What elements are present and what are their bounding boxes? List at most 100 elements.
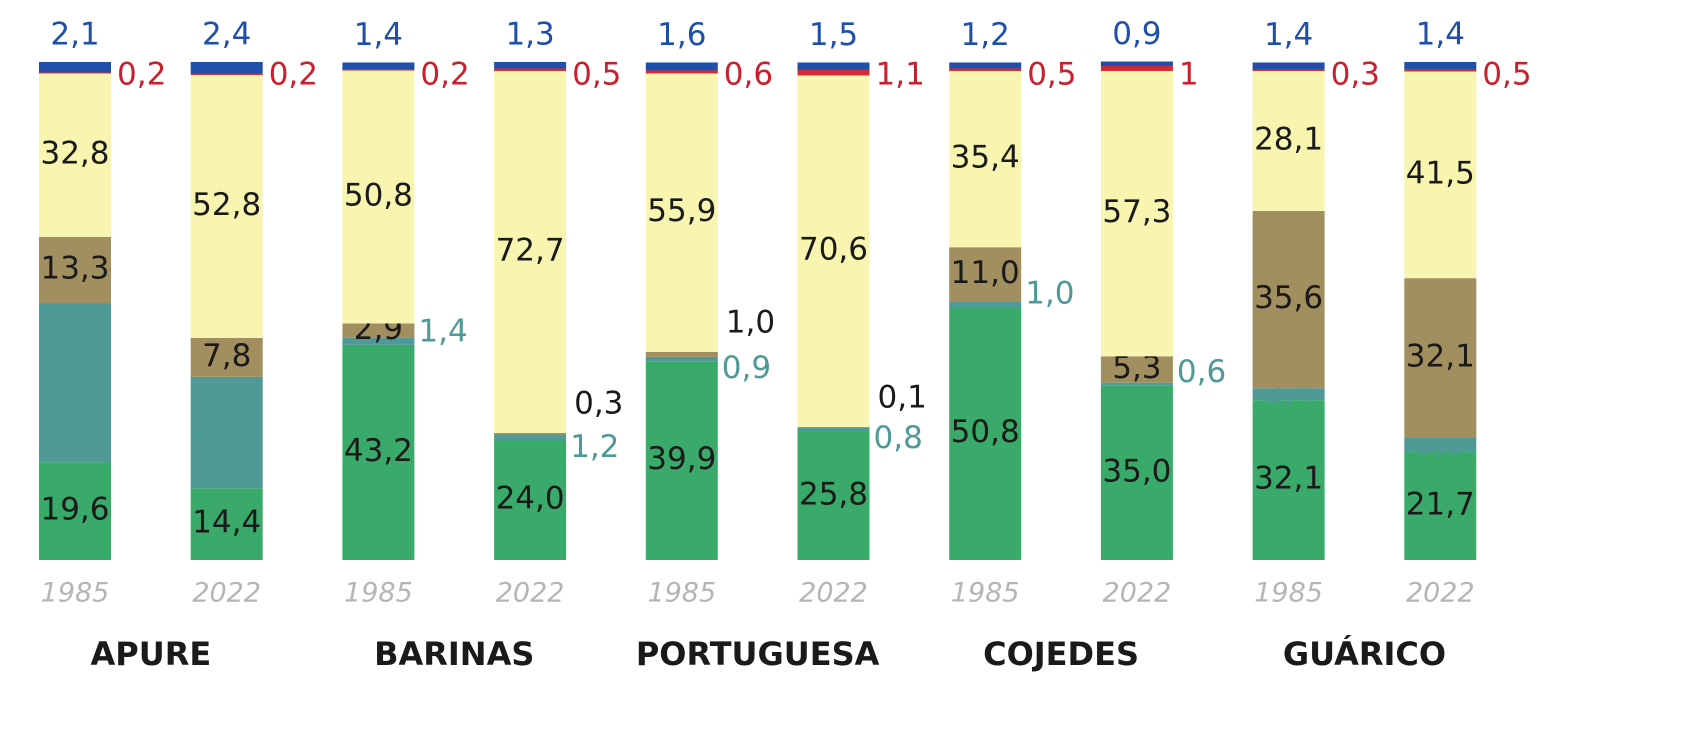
value-label: 19,6 (40, 492, 109, 528)
value-label: 22,4 (192, 413, 261, 449)
bar-segment (494, 433, 567, 435)
bar-segment (39, 303, 111, 463)
value-label: 32,0 (40, 363, 109, 399)
x-tick-label: 1985 (344, 578, 413, 609)
bar-segment (494, 70, 567, 434)
value-label: 0,6 (724, 57, 773, 93)
value-label: 7,8 (202, 338, 251, 374)
bar-segment (1100, 61, 1173, 66)
bar-segment (1252, 388, 1325, 401)
value-label: 24,0 (496, 481, 565, 517)
value-label: 72,7 (496, 232, 565, 268)
bar-segment (190, 73, 263, 75)
value-label: 1,1 (876, 57, 925, 93)
value-label: 1,3 (505, 17, 554, 53)
x-tick-label: 2022 (799, 578, 868, 609)
bar-segment (1404, 68, 1477, 72)
bar-segment (342, 323, 415, 338)
value-label: 11,0 (951, 255, 1020, 291)
value-label: 21,7 (1406, 486, 1475, 522)
value-label: 55,9 (647, 193, 716, 229)
value-label: 0,5 (572, 57, 621, 93)
bar-segment (494, 62, 567, 69)
value-label: 0,9 (722, 350, 771, 386)
bar-segment (1252, 62, 1325, 70)
bar-segment (342, 70, 415, 324)
bar-segment (494, 440, 567, 560)
value-label: 1 (1179, 57, 1199, 93)
x-tick-label: 1985 (951, 578, 1020, 609)
bar-segment (1404, 437, 1477, 452)
bar-segment (39, 236, 111, 304)
value-label: 52,8 (192, 187, 261, 223)
value-label: 1,0 (1025, 276, 1074, 312)
value-label: 25,8 (799, 476, 868, 512)
bar-segment (949, 62, 1022, 69)
x-tick-label: 2022 (192, 578, 261, 609)
value-label: 2,1 (50, 17, 99, 53)
value-label: 0,5 (1482, 57, 1531, 93)
bar-segment (645, 73, 718, 352)
value-label: 0,3 (1331, 57, 1380, 93)
bar-segment (797, 431, 870, 560)
group-label: PORTUGUESA (636, 635, 880, 673)
bar-segment (190, 376, 263, 489)
bar-segment (39, 73, 111, 237)
bar-segment (645, 70, 718, 74)
bar-segment (645, 356, 718, 362)
bar-segment (342, 69, 415, 71)
bar-segment (1252, 210, 1325, 389)
bar-segment (949, 307, 1022, 560)
x-tick-label: 2022 (1406, 578, 1475, 609)
x-tick-label: 2022 (496, 578, 565, 609)
bar-segment (1100, 356, 1173, 383)
value-label: 70,6 (799, 232, 868, 268)
bar-segment (39, 72, 111, 74)
bar-segment (494, 434, 567, 441)
value-label: 32,8 (40, 136, 109, 172)
bar-segment (190, 337, 263, 377)
value-label: 1,2 (961, 17, 1010, 53)
bar-segment (1100, 70, 1173, 357)
value-label: 41,5 (1406, 155, 1475, 191)
value-label: 28,1 (1254, 121, 1323, 157)
value-label: 32,1 (1254, 461, 1323, 497)
bar-segment (1404, 62, 1477, 69)
group-label: COJEDES (983, 635, 1139, 673)
x-tick-label: 1985 (1254, 578, 1323, 609)
value-label: 1,4 (418, 313, 467, 349)
value-label: 1,6 (657, 17, 706, 53)
value-label: 0,8 (874, 420, 923, 456)
x-tick-label: 2022 (1103, 578, 1172, 609)
value-label: 39,9 (647, 441, 716, 477)
bar-segment (1404, 71, 1477, 279)
bar-segment (797, 69, 870, 76)
value-label: 1,5 (809, 17, 858, 53)
bar-segment (1100, 385, 1173, 560)
value-label: 35,0 (1102, 453, 1171, 489)
value-label: 32,1 (1406, 339, 1475, 375)
bar-segment (342, 344, 415, 560)
bar-segment (1100, 65, 1173, 71)
value-label: 0,3 (574, 386, 623, 422)
value-label: 50,8 (951, 414, 1020, 450)
value-label: 57,3 (1102, 194, 1171, 230)
value-label: 0,2 (117, 57, 166, 93)
bar-segment (1404, 451, 1477, 560)
group-label: GUÁRICO (1283, 635, 1446, 673)
bar-segment (1100, 382, 1173, 386)
bar-segment (1404, 278, 1477, 438)
bar-segment (949, 68, 1022, 71)
value-label: 1,4 (1264, 17, 1313, 53)
group-label: BARINAS (374, 635, 534, 673)
value-label: 0,5 (1027, 57, 1076, 93)
bar-segment (797, 427, 870, 432)
bar-segment (645, 361, 718, 560)
bar-segment (190, 62, 263, 74)
x-tick-label: 1985 (41, 578, 110, 609)
bar-segment (342, 62, 415, 70)
bar-segment (1252, 400, 1325, 560)
value-label: 0,2 (269, 57, 318, 93)
bar-segment (1252, 70, 1325, 211)
